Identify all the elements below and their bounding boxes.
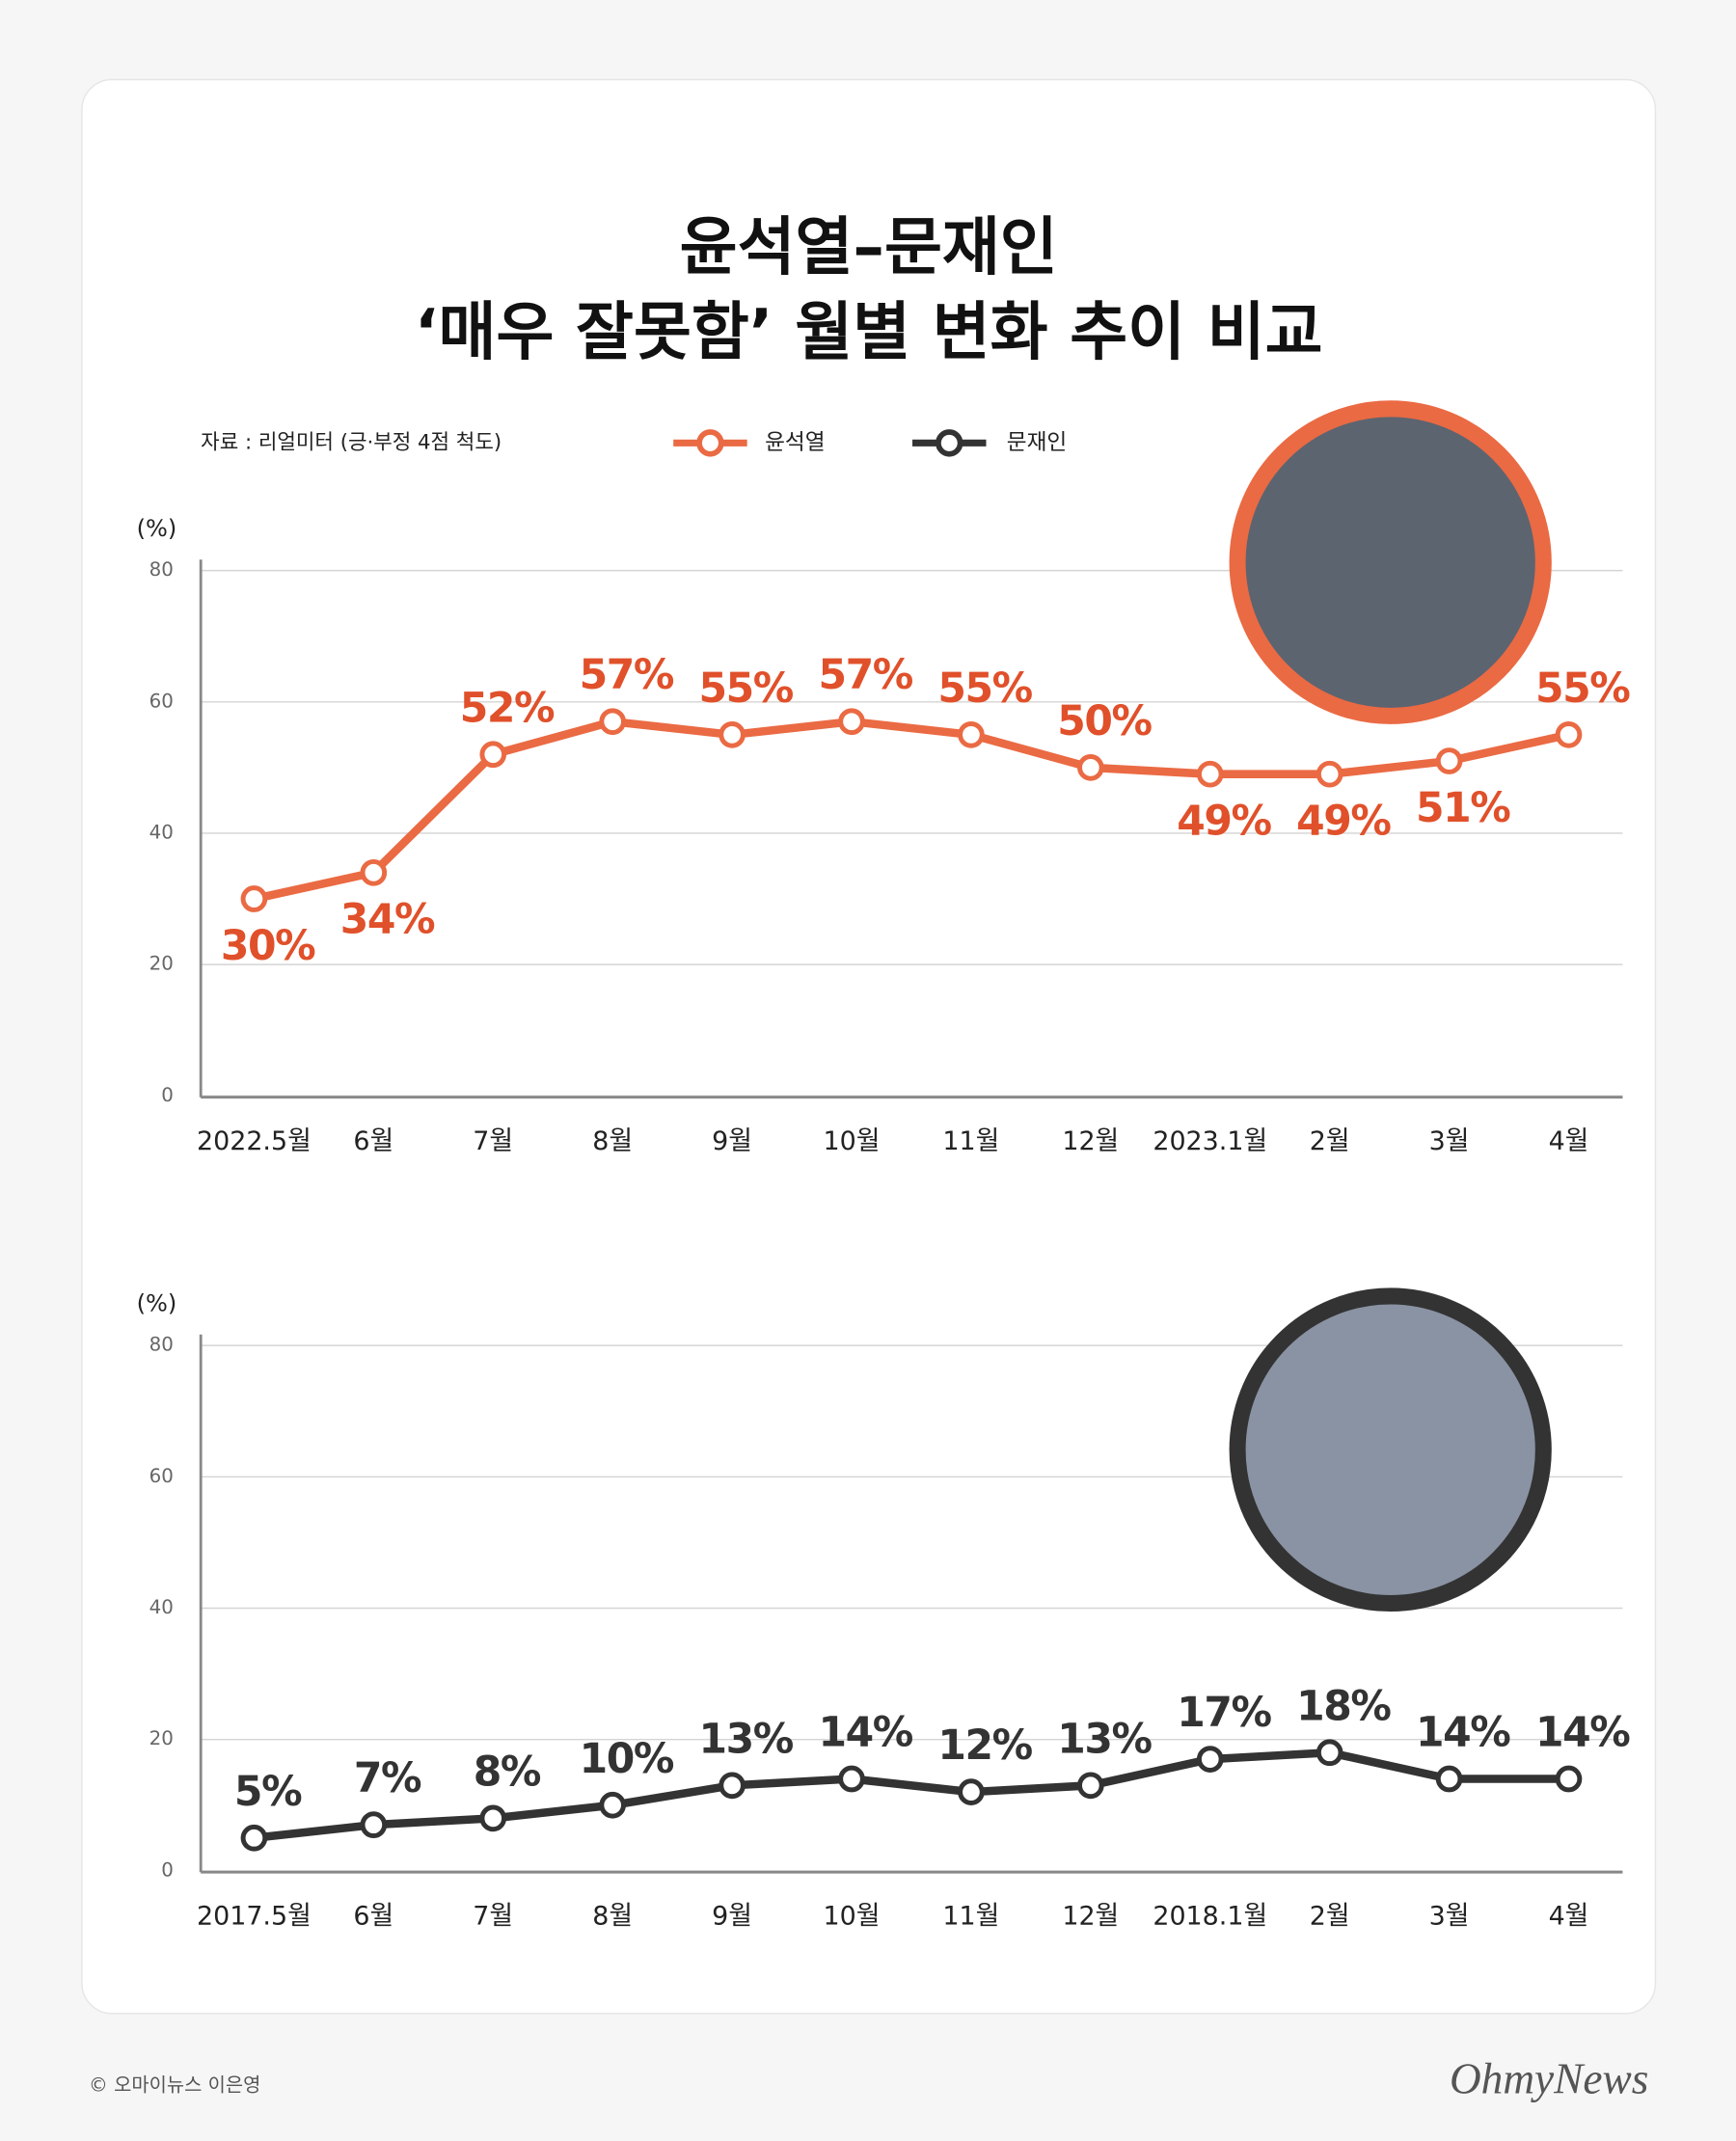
point	[838, 1765, 865, 1793]
data-label: 17%	[1177, 1689, 1271, 1737]
data-label: 14%	[1535, 1708, 1630, 1756]
x-tick-label: 2월	[1310, 1126, 1350, 1156]
x-tick-label: 8월	[592, 1126, 633, 1156]
point	[599, 1791, 626, 1819]
point	[719, 1772, 746, 1800]
data-label: 12%	[937, 1721, 1032, 1770]
point	[240, 885, 268, 912]
y-tick-label: 20	[149, 1727, 174, 1749]
point	[599, 708, 626, 736]
y-tick-label: 0	[161, 1084, 174, 1106]
x-tick-label: 4월	[1549, 1902, 1589, 1932]
point	[719, 720, 746, 748]
data-label: 51%	[1416, 784, 1510, 832]
legend-label: 문재인	[1007, 430, 1067, 455]
x-tick-label: 4월	[1549, 1126, 1589, 1156]
x-tick-label: 10월	[824, 1126, 881, 1156]
y-tick-label: 80	[149, 558, 174, 581]
y-axis-label: (%)	[137, 1289, 177, 1316]
point	[1077, 1772, 1104, 1800]
point	[958, 720, 985, 748]
x-tick-label: 11월	[942, 1902, 999, 1932]
point	[1077, 754, 1104, 781]
data-label: 14%	[1416, 1708, 1510, 1756]
point	[958, 1778, 985, 1805]
x-tick-label: 2023.1월	[1153, 1126, 1267, 1156]
legend-marker	[936, 429, 963, 457]
x-tick-label: 7월	[473, 1126, 513, 1156]
point	[1555, 720, 1583, 748]
y-tick-label: 40	[149, 821, 174, 843]
data-label: 50%	[1057, 697, 1152, 745]
x-tick-label: 2022.5월	[197, 1126, 312, 1156]
point	[1316, 1739, 1343, 1767]
point	[479, 1804, 507, 1832]
data-label: 18%	[1296, 1682, 1391, 1730]
legend-label: 윤석열	[765, 430, 825, 455]
data-label: 55%	[1535, 664, 1630, 713]
x-tick-label: 12월	[1062, 1126, 1119, 1156]
portrait	[1229, 400, 1552, 724]
point	[360, 858, 388, 886]
data-label: 14%	[818, 1708, 912, 1756]
credit: © 오마이뉴스 이은영	[89, 2074, 260, 2097]
data-label: 55%	[699, 664, 794, 713]
data-label: 10%	[580, 1735, 674, 1783]
x-tick-label: 9월	[712, 1126, 752, 1156]
y-tick-label: 80	[149, 1334, 174, 1356]
point	[1555, 1765, 1583, 1793]
x-tick-label: 2월	[1310, 1902, 1350, 1932]
data-label: 49%	[1177, 797, 1271, 845]
logo: OhmyNews	[1450, 2055, 1648, 2103]
y-tick-label: 60	[149, 1465, 174, 1487]
data-label: 5%	[234, 1768, 302, 1816]
title-line: ‘매우 잘못함’ 월별 변화 추이 비교	[415, 295, 1323, 368]
x-tick-label: 3월	[1429, 1126, 1470, 1156]
legend-marker	[696, 429, 724, 457]
point	[1435, 747, 1463, 774]
data-label: 52%	[460, 684, 555, 732]
y-tick-label: 40	[149, 1596, 174, 1618]
data-label: 34%	[340, 895, 435, 943]
data-label: 55%	[937, 664, 1032, 713]
title-line: 윤석열–문재인	[680, 210, 1058, 284]
legend: 윤석열 문재인	[673, 429, 1067, 457]
y-tick-label: 0	[161, 1858, 174, 1881]
line	[253, 1748, 1569, 1843]
data-label: 8%	[474, 1748, 541, 1796]
point	[240, 1824, 268, 1852]
point	[360, 1811, 388, 1839]
x-tick-label: 10월	[824, 1902, 881, 1932]
data-label: 7%	[354, 1754, 421, 1802]
x-tick-label: 12월	[1062, 1902, 1119, 1932]
y-tick-label: 20	[149, 953, 174, 975]
data-label: 49%	[1296, 797, 1391, 845]
x-tick-label: 9월	[712, 1902, 752, 1932]
data-label: 57%	[818, 651, 912, 699]
data-label: 30%	[221, 922, 315, 970]
x-tick-label: 3월	[1429, 1902, 1470, 1932]
point	[1196, 1746, 1224, 1773]
source: 자료 : 리얼미터 (긍·부정 4점 척도)	[201, 430, 502, 454]
point	[1316, 760, 1343, 788]
x-tick-label: 2017.5월	[197, 1902, 312, 1932]
x-tick-label: 11월	[942, 1126, 999, 1156]
portrait	[1229, 1287, 1552, 1613]
x-tick-label: 2018.1월	[1153, 1902, 1267, 1932]
point	[1435, 1765, 1463, 1793]
data-label: 13%	[699, 1715, 794, 1763]
data-label: 57%	[580, 651, 674, 699]
y-tick-label: 60	[149, 690, 174, 712]
y-axis-label: (%)	[137, 515, 177, 542]
point	[479, 741, 507, 769]
x-tick-label: 6월	[353, 1126, 393, 1156]
x-tick-label: 6월	[353, 1902, 393, 1932]
x-tick-label: 7월	[473, 1902, 513, 1932]
x-tick-label: 8월	[592, 1902, 633, 1932]
line	[253, 717, 1570, 904]
point	[838, 708, 865, 736]
data-label: 13%	[1057, 1715, 1152, 1763]
point	[1196, 760, 1224, 788]
